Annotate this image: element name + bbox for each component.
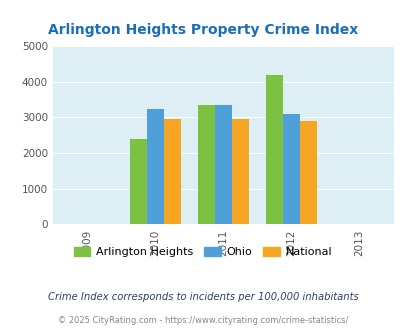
Bar: [197, 105, 214, 224]
Bar: [231, 119, 248, 224]
Bar: [214, 105, 231, 224]
Text: Crime Index corresponds to incidents per 100,000 inhabitants: Crime Index corresponds to incidents per…: [47, 292, 358, 302]
Bar: [146, 109, 163, 224]
Bar: [163, 119, 180, 224]
Text: © 2025 CityRating.com - https://www.cityrating.com/crime-statistics/: © 2025 CityRating.com - https://www.city…: [58, 315, 347, 325]
Bar: [129, 139, 146, 224]
Legend: Arlington Heights, Ohio, National: Arlington Heights, Ohio, National: [69, 243, 336, 262]
Bar: [265, 75, 282, 224]
Text: Arlington Heights Property Crime Index: Arlington Heights Property Crime Index: [48, 23, 357, 37]
Bar: [299, 121, 316, 224]
Bar: [282, 114, 299, 224]
